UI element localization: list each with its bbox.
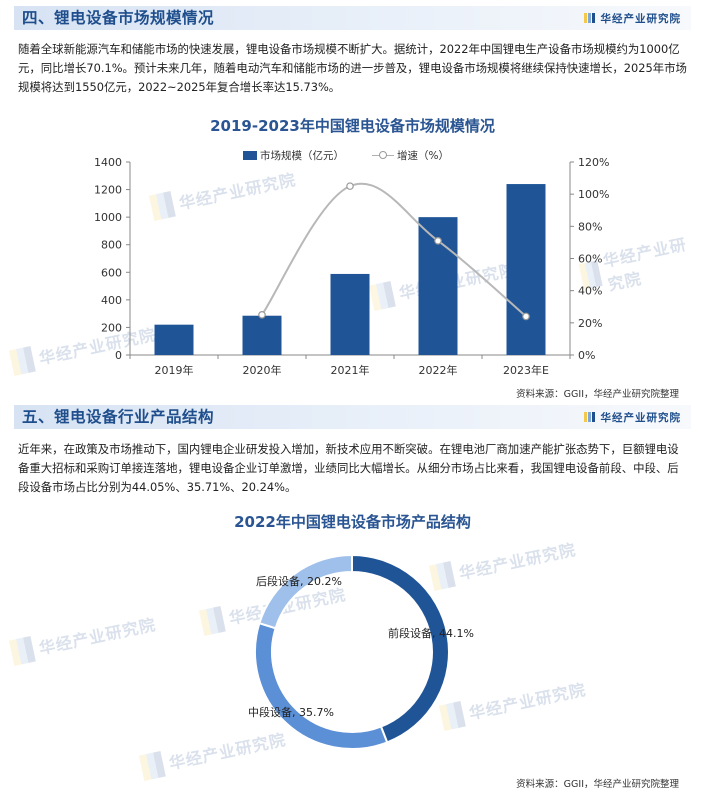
brand-name: 华经产业研究院: [600, 12, 681, 25]
x-tick-label: 2022年: [419, 363, 458, 377]
chart-title: 2022年中国锂电设备市场产品结构: [234, 513, 471, 531]
growth-point: [522, 312, 530, 321]
bar: [330, 273, 370, 355]
y-tick-label-right: 80%: [578, 220, 602, 233]
brand-logo: 华经产业研究院: [583, 6, 682, 30]
y-tick-label-right: 120%: [578, 156, 609, 169]
y-tick-label-right: 20%: [578, 317, 602, 330]
y-tick-label-left: 200: [101, 321, 122, 334]
y-tick-label-left: 1000: [94, 211, 122, 224]
chart-title: 2019-2023年中国锂电设备市场规模情况: [210, 117, 495, 135]
slice-label: 前段设备, 44.1%: [388, 626, 474, 640]
donut-slice: [351, 553, 450, 744]
legend-bar-swatch: [243, 150, 257, 160]
source-note: 资料来源：GGII，华经产业研究院整理: [516, 779, 679, 790]
bar: [506, 184, 546, 355]
brand-name: 华经产业研究院: [600, 411, 681, 424]
slice-label: 中段设备, 35.7%: [248, 705, 334, 719]
brand-mark-icon: [583, 13, 595, 23]
y-tick-label-right: 100%: [578, 188, 609, 201]
section-paragraph: 近年来，在政策及市场推动下，国内锂电企业研发投入增加，新技术应用不断突破。在锂电…: [18, 442, 679, 494]
brand-mark-icon: [583, 412, 595, 422]
brand-logo: 华经产业研究院: [583, 405, 682, 429]
growth-point: [346, 182, 354, 190]
donut-slice: [254, 621, 389, 750]
section-header: 四、锂电设备市场规模情况 华经产业研究院: [14, 6, 691, 30]
y-tick-label-left: 600: [101, 266, 122, 279]
x-tick-label: 2021年: [331, 363, 370, 377]
source-note: 资料来源：GGII，华经产业研究院整理: [516, 389, 679, 400]
growth-line: [261, 182, 527, 318]
donut-slice: [258, 553, 353, 630]
y-tick-label-left: 800: [101, 239, 122, 252]
y-tick-label-right: 60%: [578, 253, 602, 266]
y-tick-label-right: 0%: [578, 349, 595, 362]
section-header: 五、锂电设备行业产品结构 华经产业研究院: [14, 405, 691, 429]
legend-line-swatch: [372, 150, 394, 159]
donut-chart: 前段设备, 44.1% 中段设备, 35.7% 后段设备, 20.2%: [248, 553, 474, 750]
y-tick-label-left: 1200: [94, 184, 122, 197]
growth-point: [258, 310, 266, 319]
y-tick-label-left: 400: [101, 294, 122, 307]
x-tick-label: 2023年E: [503, 363, 549, 377]
legend-label: 市场规模（亿元）: [260, 149, 344, 162]
y-tick-label-left: 1400: [94, 156, 122, 169]
growth-point: [434, 237, 442, 245]
bar: [242, 315, 282, 355]
legend-label: 增速（%）: [397, 149, 449, 162]
y-tick-label-right: 40%: [578, 285, 602, 298]
x-tick-label: 2020年: [243, 363, 282, 377]
bar: [154, 324, 194, 355]
x-tick-label: 2019年: [155, 363, 194, 377]
bar-line-chart: 0 200 400 600 800 1000 1200 1400 0% 20% 40% 60% 80% 1…: [94, 156, 609, 377]
section-title: 五、锂电设备行业产品结构: [22, 408, 215, 426]
chart-legend: 市场规模（亿元） 增速（%）: [243, 148, 449, 162]
y-tick-label-left: 0: [115, 349, 122, 362]
section-title: 四、锂电设备市场规模情况: [22, 9, 215, 27]
section-paragraph: 随着全球新能源汽车和储能市场的快速发展，锂电设备市场规模不断扩大。据统计，202…: [18, 42, 687, 94]
slice-label: 后段设备, 20.2%: [256, 574, 342, 588]
